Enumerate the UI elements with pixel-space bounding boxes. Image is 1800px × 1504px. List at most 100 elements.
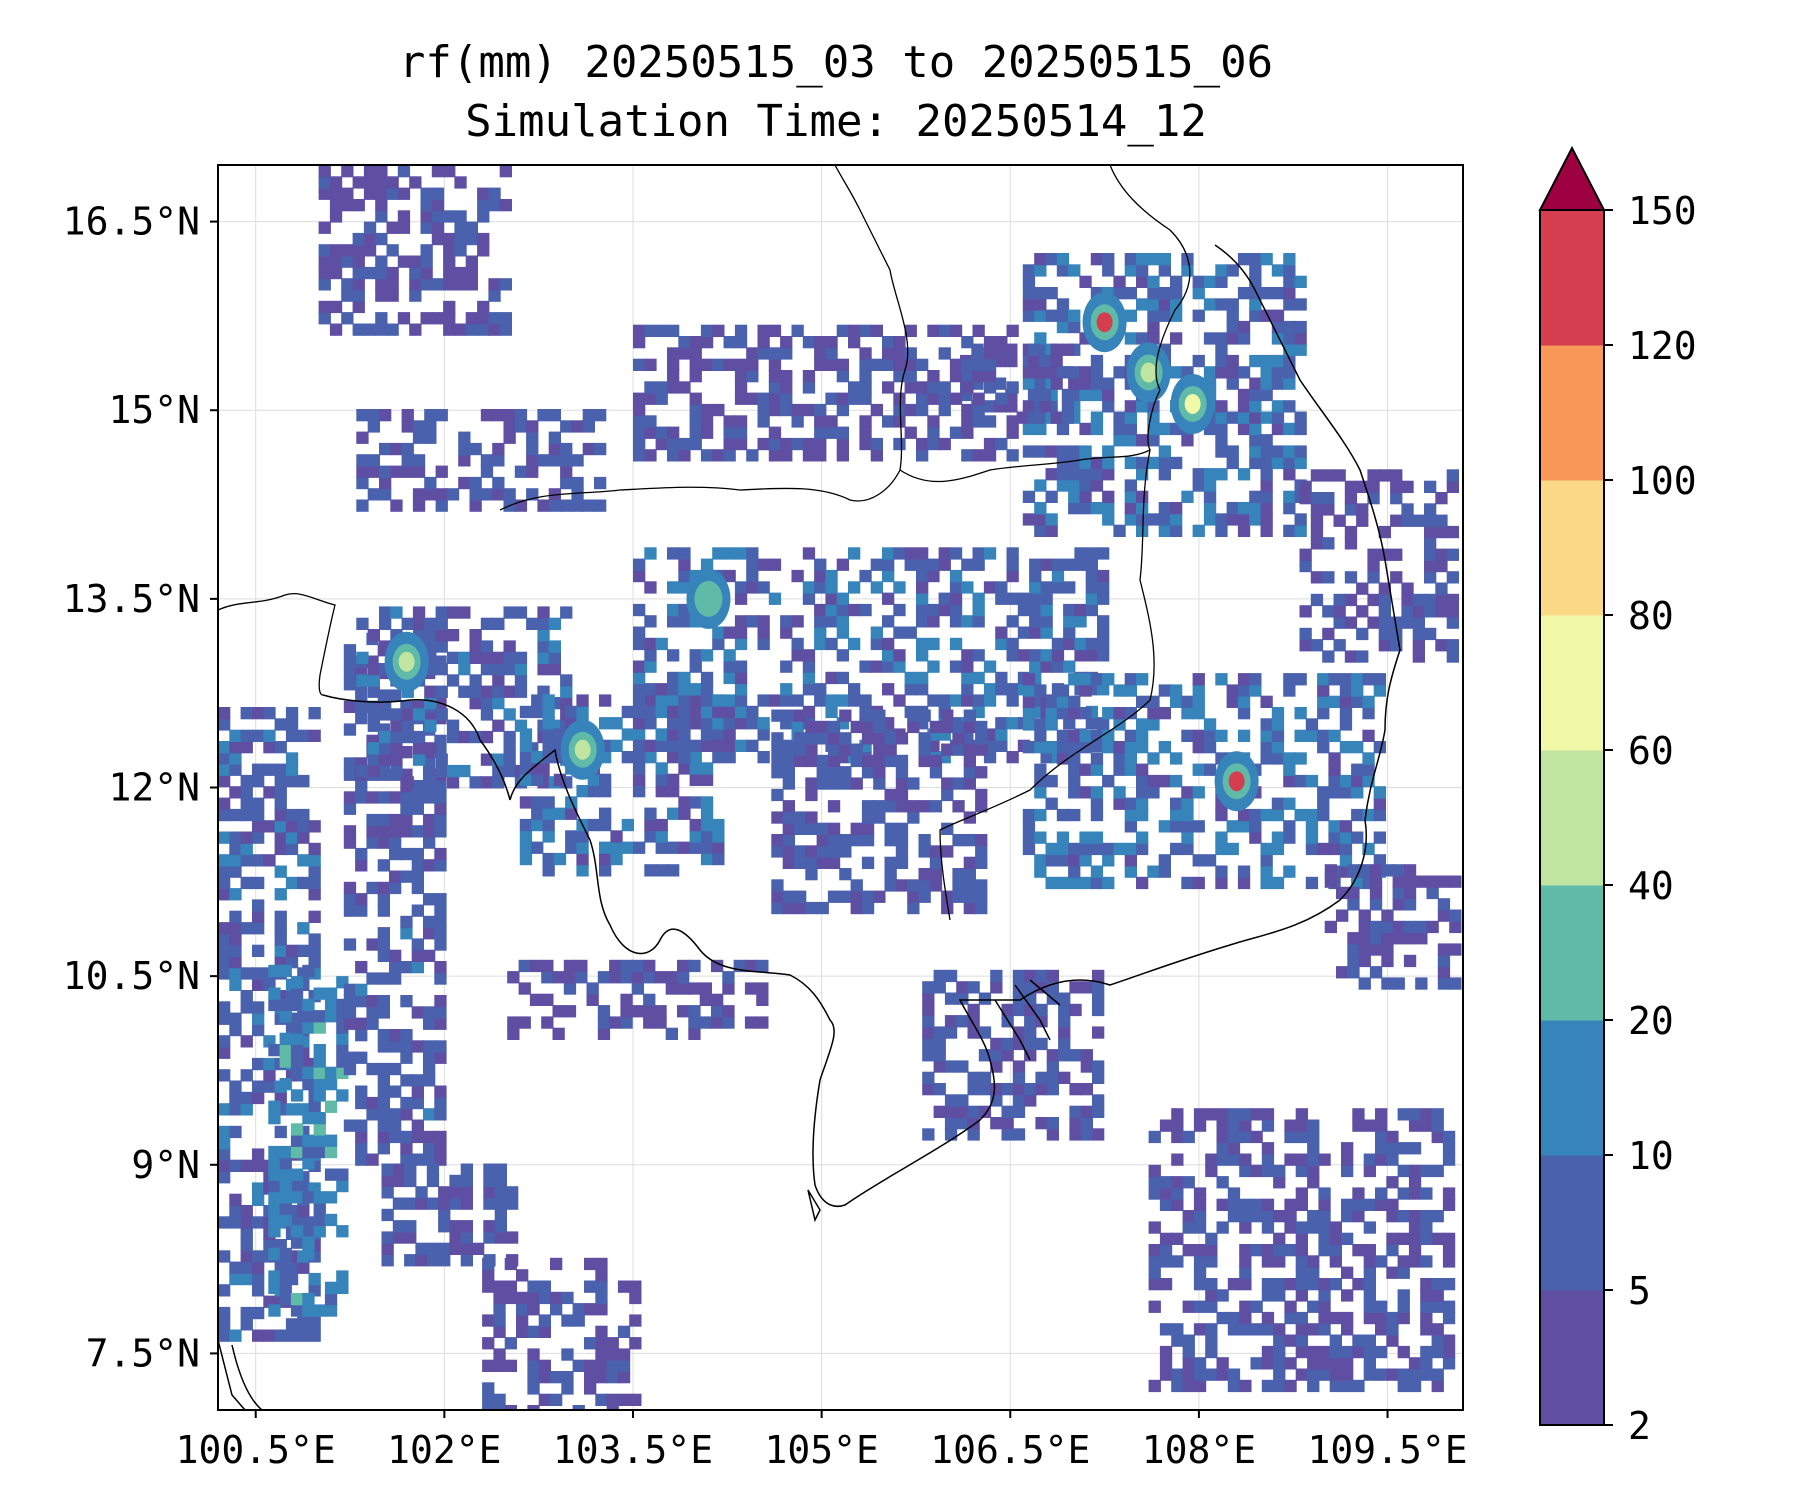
rain-cell — [975, 720, 988, 734]
rain-cell — [1367, 559, 1380, 573]
rain-cell — [655, 392, 668, 405]
rain-cell — [1322, 469, 1335, 482]
rain-cell — [1408, 1368, 1422, 1381]
rain-cell — [1284, 1198, 1297, 1211]
rain-cell — [827, 822, 841, 835]
rain-cell — [873, 811, 886, 824]
rain-cell — [1058, 1049, 1071, 1062]
rain-cell — [240, 1261, 253, 1274]
rain-cell — [995, 336, 1008, 349]
rain-cell — [1124, 707, 1137, 720]
rain-cell — [1215, 468, 1228, 481]
rain-cell — [780, 683, 793, 696]
rain-cell — [1347, 966, 1360, 979]
rain-cell — [313, 1202, 326, 1215]
rain-cell — [827, 743, 841, 756]
rain-cell — [1283, 763, 1296, 776]
rain-cell — [1045, 876, 1058, 890]
rain-cell — [1420, 1255, 1433, 1268]
rain-cell — [995, 637, 1008, 651]
rain-cell — [895, 845, 909, 858]
rain-cell — [279, 964, 292, 978]
rain-cell — [700, 705, 714, 719]
rain-cell — [1017, 649, 1031, 662]
rain-cell — [297, 820, 310, 833]
rain-cell — [268, 1304, 281, 1317]
rain-cell — [1022, 684, 1036, 697]
rain-cell — [1363, 1278, 1376, 1291]
rain-cell — [218, 1306, 231, 1320]
rain-cell — [1250, 1198, 1263, 1211]
rain-cell — [1437, 909, 1451, 922]
rain-cell — [367, 685, 380, 698]
rain-cell — [404, 1163, 417, 1176]
rain-cell — [1341, 1368, 1354, 1381]
rain-cell — [438, 1208, 451, 1222]
rain-cell — [1068, 264, 1081, 277]
rain-cell — [1170, 695, 1183, 708]
rain-cell — [434, 1040, 447, 1053]
rain-cell — [1250, 1300, 1263, 1313]
rain-cell — [1159, 1187, 1173, 1200]
rain-cell — [1375, 1311, 1388, 1325]
rain-cell — [1045, 797, 1058, 810]
rain-cell — [1294, 729, 1307, 742]
rain-cell — [1318, 1210, 1331, 1223]
rain-cell — [621, 818, 634, 832]
rain-cell — [412, 617, 426, 630]
rain-cell — [469, 697, 482, 710]
rain-cell — [274, 1329, 287, 1342]
rain-cell — [582, 442, 595, 456]
rain-cell — [1295, 1334, 1308, 1347]
rain-cell — [757, 694, 770, 707]
rain-cell — [941, 890, 954, 903]
rain-cell — [734, 660, 748, 673]
rain-cell — [297, 1329, 310, 1342]
rain-cell — [1284, 1210, 1297, 1223]
rain-cell — [1034, 298, 1047, 311]
rain-cell — [472, 1242, 485, 1255]
rain-cell — [1215, 842, 1228, 856]
rain-cell — [595, 1371, 608, 1384]
rain-cell — [423, 836, 436, 849]
rain-cell — [1068, 786, 1081, 799]
y-tick-label: 15°N — [108, 388, 200, 432]
rain-cell — [689, 649, 702, 662]
rain-cell — [1322, 605, 1335, 618]
rain-cell — [836, 626, 849, 639]
rain-cell — [302, 1191, 315, 1204]
rain-cell — [329, 176, 343, 189]
rain-cell — [711, 959, 724, 973]
rain-cell — [400, 1040, 413, 1053]
rain-cell — [367, 753, 380, 766]
rain-cell — [1260, 752, 1273, 765]
rain-cell — [1034, 831, 1047, 844]
rain-cell — [1124, 411, 1137, 424]
rain-cell — [990, 1060, 1003, 1073]
rain-cell — [1181, 434, 1194, 447]
rain-cell — [712, 841, 725, 854]
rain-cell — [655, 864, 668, 877]
rain-cell — [352, 199, 365, 212]
rain-cell — [633, 637, 646, 651]
rain-cell — [1375, 1130, 1388, 1144]
rain-cell — [1102, 502, 1115, 515]
rain-cell — [972, 415, 985, 428]
rain-cell — [438, 1242, 451, 1255]
rain-cell — [1136, 808, 1149, 822]
rain-cell — [552, 971, 565, 984]
rain-cell — [922, 1049, 935, 1062]
rain-cell — [431, 221, 445, 234]
rain-cell — [375, 165, 388, 178]
rain-cell — [938, 592, 951, 605]
rain-cell — [814, 569, 827, 583]
rain-cell — [313, 1078, 326, 1091]
rain-cell — [290, 987, 304, 1000]
rain-cell — [1351, 774, 1364, 788]
rain-cell — [411, 1040, 424, 1053]
rain-cell — [1249, 298, 1262, 311]
rain-cell — [595, 1337, 608, 1350]
rain-cell — [584, 1382, 597, 1395]
rain-cell — [746, 449, 759, 462]
rain-cell — [1333, 639, 1346, 652]
